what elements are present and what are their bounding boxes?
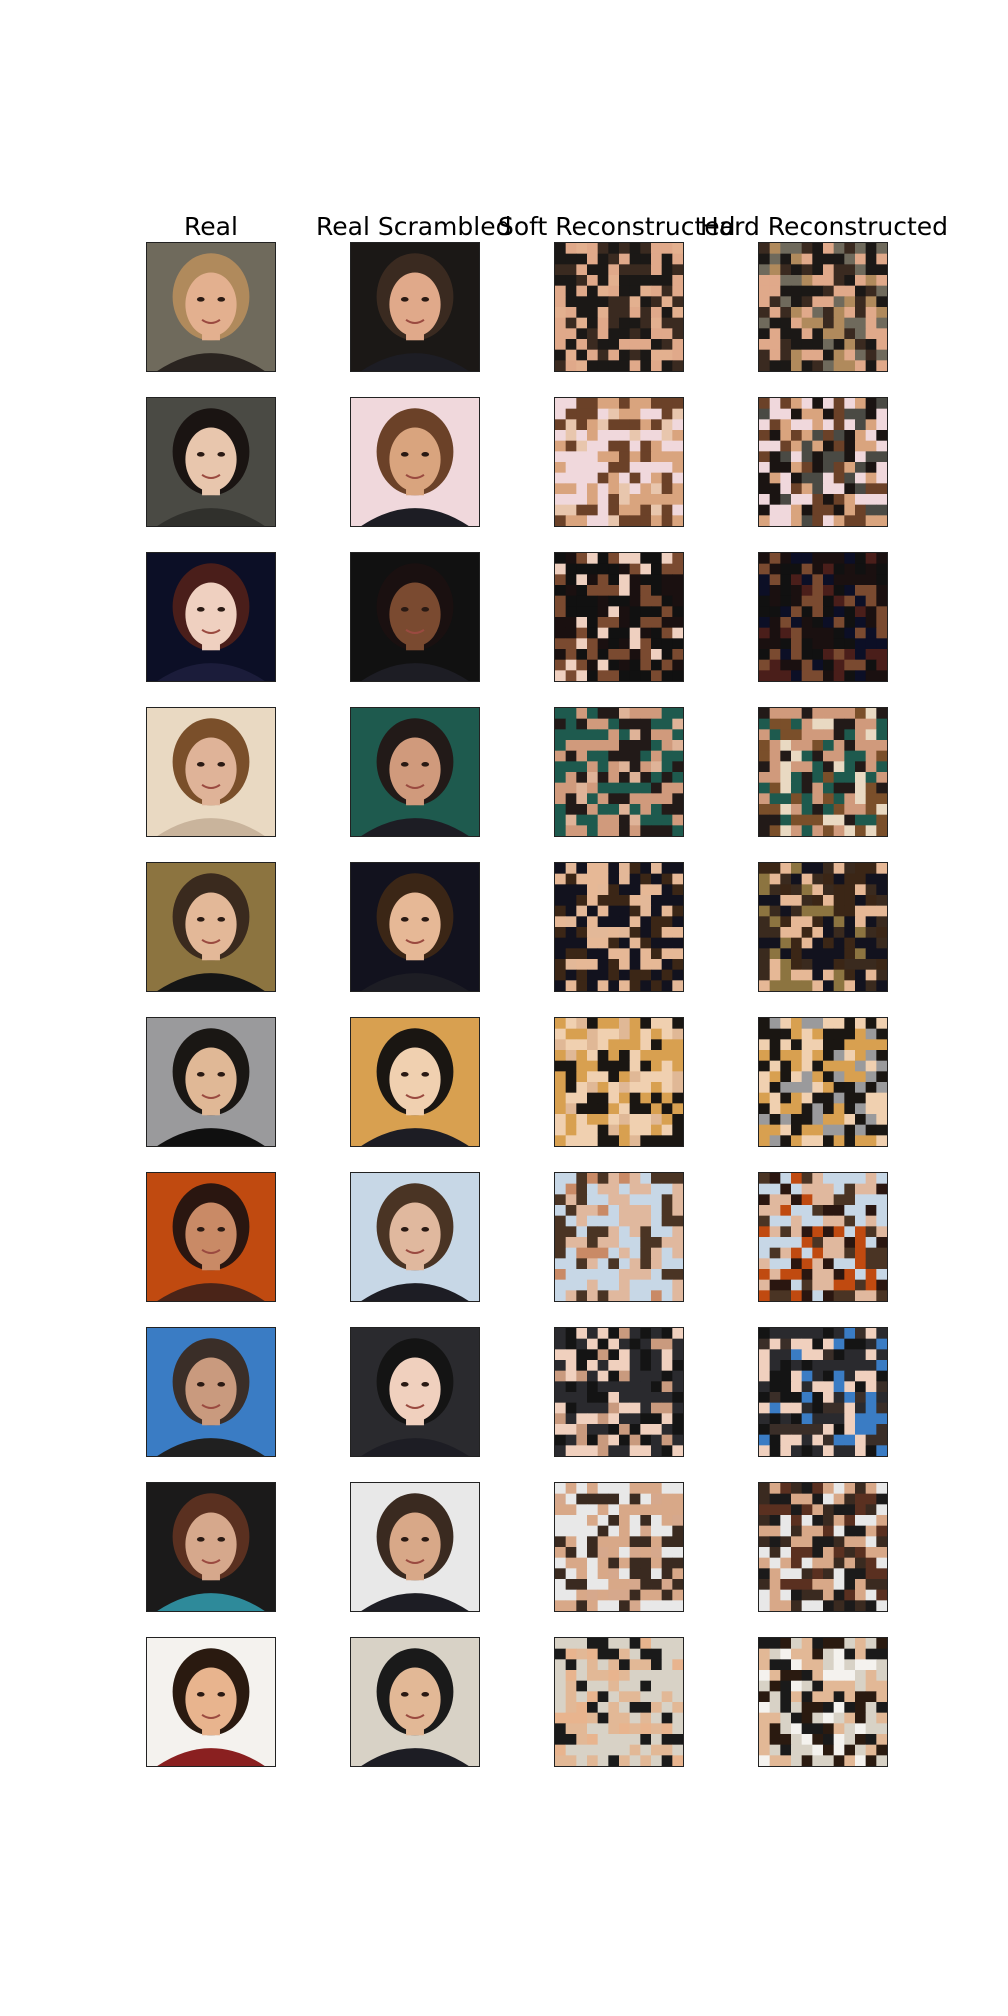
image-real-9 — [146, 1482, 276, 1612]
image-soft-reconstructed-10 — [554, 1637, 684, 1767]
image-hard-reconstructed-9 — [758, 1482, 888, 1612]
image-soft-reconstructed-9 — [554, 1482, 684, 1612]
image-hard-reconstructed-2 — [758, 397, 888, 527]
image-soft-reconstructed-1 — [554, 242, 684, 372]
image-real-7 — [146, 1172, 276, 1302]
image-real-scrambled-7 — [350, 1172, 480, 1302]
image-hard-reconstructed-8 — [758, 1327, 888, 1457]
image-soft-reconstructed-4 — [554, 707, 684, 837]
image-real-3 — [146, 552, 276, 682]
column-title-real-scrambled: Real Scrambled — [316, 212, 511, 242]
image-soft-reconstructed-6 — [554, 1017, 684, 1147]
image-real-5 — [146, 862, 276, 992]
image-hard-reconstructed-4 — [758, 707, 888, 837]
image-soft-reconstructed-2 — [554, 397, 684, 527]
image-hard-reconstructed-6 — [758, 1017, 888, 1147]
image-real-1 — [146, 242, 276, 372]
image-hard-reconstructed-7 — [758, 1172, 888, 1302]
image-real-6 — [146, 1017, 276, 1147]
image-soft-reconstructed-3 — [554, 552, 684, 682]
image-soft-reconstructed-7 — [554, 1172, 684, 1302]
image-real-scrambled-4 — [350, 707, 480, 837]
image-real-scrambled-5 — [350, 862, 480, 992]
image-real-scrambled-9 — [350, 1482, 480, 1612]
image-real-scrambled-6 — [350, 1017, 480, 1147]
image-real-4 — [146, 707, 276, 837]
image-real-scrambled-3 — [350, 552, 480, 682]
image-soft-reconstructed-5 — [554, 862, 684, 992]
image-soft-reconstructed-8 — [554, 1327, 684, 1457]
image-real-scrambled-2 — [350, 397, 480, 527]
image-real-2 — [146, 397, 276, 527]
image-real-scrambled-1 — [350, 242, 480, 372]
image-real-scrambled-8 — [350, 1327, 480, 1457]
image-real-scrambled-10 — [350, 1637, 480, 1767]
image-hard-reconstructed-1 — [758, 242, 888, 372]
image-hard-reconstructed-10 — [758, 1637, 888, 1767]
column-title-real: Real — [184, 212, 238, 242]
image-hard-reconstructed-5 — [758, 862, 888, 992]
image-hard-reconstructed-3 — [758, 552, 888, 682]
image-real-10 — [146, 1637, 276, 1767]
image-real-8 — [146, 1327, 276, 1457]
column-title-hard-reconstructed: Hard Reconstructed — [700, 212, 948, 242]
